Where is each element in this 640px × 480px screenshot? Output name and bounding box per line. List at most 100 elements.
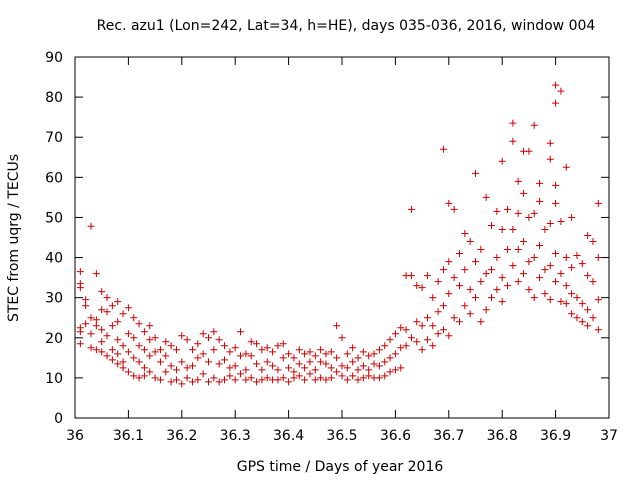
data-point xyxy=(194,376,202,384)
y-tick-label: 50 xyxy=(45,210,63,226)
data-point xyxy=(103,352,111,360)
data-point xyxy=(98,326,106,334)
data-point xyxy=(269,348,277,356)
data-point xyxy=(151,348,159,356)
data-point xyxy=(359,348,367,356)
data-point xyxy=(242,376,250,384)
data-point xyxy=(445,199,453,207)
data-point xyxy=(183,336,191,344)
data-point xyxy=(429,322,437,330)
data-point xyxy=(472,169,479,177)
data-point xyxy=(498,157,506,165)
data-point xyxy=(263,358,271,366)
data-point xyxy=(509,137,517,145)
data-point xyxy=(151,334,159,342)
data-point xyxy=(183,374,191,382)
data-point xyxy=(333,368,341,376)
data-point xyxy=(87,314,95,322)
y-tick-label: 90 xyxy=(45,50,63,66)
data-point xyxy=(226,364,234,372)
data-point xyxy=(247,374,255,382)
data-point xyxy=(247,338,255,346)
data-point xyxy=(520,238,528,246)
data-point xyxy=(258,376,266,384)
data-point xyxy=(461,266,469,274)
data-point xyxy=(461,302,469,310)
data-point xyxy=(541,225,549,233)
data-point xyxy=(295,346,303,354)
data-point xyxy=(210,328,218,336)
data-point xyxy=(237,370,245,378)
data-point xyxy=(445,290,453,298)
data-point xyxy=(290,354,298,362)
y-tick-label: 80 xyxy=(45,90,63,106)
data-point xyxy=(423,272,431,280)
data-point xyxy=(92,316,100,324)
data-point xyxy=(87,344,95,352)
y-tick-label: 40 xyxy=(45,251,63,267)
data-point xyxy=(536,197,544,205)
data-point xyxy=(413,282,421,290)
data-point xyxy=(439,302,447,310)
data-point xyxy=(573,314,581,322)
data-point xyxy=(509,262,517,270)
data-point xyxy=(514,278,522,286)
data-point xyxy=(119,342,127,350)
data-point xyxy=(472,294,479,302)
data-point xyxy=(407,205,415,213)
data-point xyxy=(215,360,223,368)
data-point xyxy=(530,121,538,129)
x-tick-label: 36.9 xyxy=(540,428,571,444)
data-point xyxy=(557,270,565,278)
data-point xyxy=(76,328,84,336)
data-point xyxy=(124,368,132,376)
data-point xyxy=(108,322,116,330)
data-point xyxy=(552,278,560,286)
x-tick-label: 36.8 xyxy=(487,428,518,444)
data-point xyxy=(82,302,90,310)
data-point xyxy=(242,366,250,374)
data-point xyxy=(536,274,544,282)
y-tick-label: 60 xyxy=(45,170,63,186)
data-point xyxy=(317,374,325,382)
data-point xyxy=(114,298,122,306)
data-point xyxy=(488,266,496,274)
data-point xyxy=(589,238,597,246)
data-point xyxy=(108,346,116,354)
data-point xyxy=(338,334,346,342)
data-point xyxy=(295,372,303,380)
data-point xyxy=(552,199,560,207)
data-point xyxy=(455,250,463,258)
data-point xyxy=(370,360,378,368)
data-point xyxy=(269,362,277,370)
data-point xyxy=(584,306,592,314)
data-point xyxy=(285,378,293,386)
data-point xyxy=(455,318,463,326)
data-point xyxy=(397,344,405,352)
data-point xyxy=(231,362,239,370)
data-point xyxy=(343,364,351,372)
data-point xyxy=(445,258,453,266)
data-point xyxy=(504,282,512,290)
data-point xyxy=(546,155,554,163)
data-point xyxy=(354,366,362,374)
data-point xyxy=(573,252,581,260)
data-point xyxy=(98,288,106,296)
data-point xyxy=(439,266,447,274)
data-point xyxy=(552,250,560,258)
data-point xyxy=(98,306,106,314)
data-point xyxy=(167,378,175,386)
data-point xyxy=(466,238,474,246)
data-point xyxy=(466,286,474,294)
data-point xyxy=(418,322,426,330)
data-point xyxy=(119,364,127,372)
data-point xyxy=(402,326,410,334)
x-tick-label: 36 xyxy=(66,428,84,444)
data-point xyxy=(381,372,389,380)
data-point xyxy=(557,87,565,95)
data-point xyxy=(429,342,437,350)
data-point xyxy=(370,350,378,358)
data-point xyxy=(397,324,405,332)
data-point xyxy=(493,207,501,215)
data-point xyxy=(546,139,554,147)
